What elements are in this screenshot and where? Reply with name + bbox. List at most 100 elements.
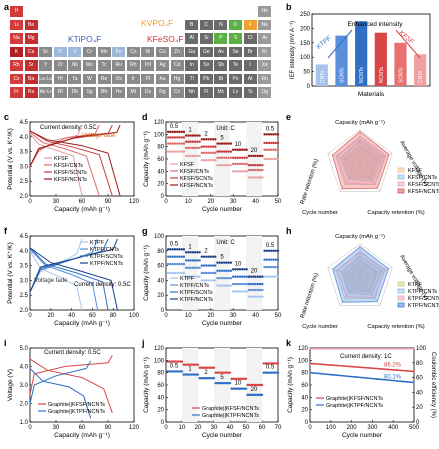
ce-point bbox=[398, 347, 401, 350]
y-tick-label: 3.5 bbox=[20, 264, 29, 270]
ce-point bbox=[383, 347, 386, 350]
element-cell: Rf bbox=[53, 87, 67, 98]
legend-label: KFSF/NCNTs bbox=[180, 183, 213, 189]
panel-label-g: g bbox=[142, 226, 148, 236]
data-point bbox=[191, 146, 195, 150]
data-point bbox=[193, 266, 197, 270]
data-point bbox=[214, 279, 217, 282]
data-point bbox=[198, 266, 201, 270]
radar-axis-label: Capacity (mAh g⁻¹) bbox=[335, 234, 385, 240]
ce-point bbox=[332, 347, 335, 350]
panel-label-k: k bbox=[286, 338, 292, 348]
data-point bbox=[232, 282, 235, 286]
y-tick-label: 4.0 bbox=[20, 135, 29, 141]
element-cell: In bbox=[185, 60, 199, 71]
data-point bbox=[234, 162, 237, 166]
x-tick-label: 20 bbox=[207, 199, 214, 205]
element-cell: Fr bbox=[10, 87, 23, 98]
data-point bbox=[232, 156, 235, 159]
y-tick-label: 60 bbox=[301, 383, 308, 389]
discharge-curve bbox=[29, 250, 83, 311]
data-point bbox=[176, 130, 179, 134]
data-point bbox=[263, 141, 266, 145]
legend-label: Graphite||KFSF/NCNTs bbox=[202, 406, 259, 412]
data-point bbox=[263, 249, 266, 252]
data-point bbox=[180, 130, 183, 134]
data-point bbox=[218, 284, 221, 287]
data-point bbox=[270, 275, 273, 278]
x-tick-label: 40 bbox=[252, 313, 259, 319]
data-point bbox=[187, 266, 190, 270]
rate-label: 1 bbox=[188, 367, 192, 373]
data-point bbox=[256, 154, 260, 158]
ce-point bbox=[400, 347, 403, 350]
data-point bbox=[196, 146, 199, 150]
element-cell: Cl bbox=[243, 33, 257, 44]
data-point bbox=[240, 290, 244, 293]
legend-swatch bbox=[397, 288, 405, 294]
unit-label: Unit: C bbox=[216, 126, 235, 132]
data-point bbox=[207, 279, 210, 282]
y-tick-label: 0 bbox=[161, 308, 165, 314]
data-point bbox=[202, 271, 206, 275]
data-point bbox=[180, 262, 183, 266]
data-point bbox=[180, 150, 183, 153]
data-point bbox=[196, 275, 199, 278]
radar-grid bbox=[335, 138, 385, 185]
x-axis-label: Capacity (mAh g⁻¹) bbox=[54, 432, 110, 439]
data-point bbox=[184, 134, 188, 137]
rate-band bbox=[182, 348, 198, 422]
data-point bbox=[212, 366, 216, 369]
rate-label: 20 bbox=[251, 148, 258, 154]
bar bbox=[335, 35, 348, 86]
data-point bbox=[254, 282, 257, 286]
data-point bbox=[265, 249, 268, 252]
y-tick-label: 60 bbox=[157, 383, 164, 389]
ce-point bbox=[345, 347, 348, 350]
annotation-retention-ktpf: 80.1% bbox=[384, 374, 402, 380]
data-point bbox=[176, 150, 179, 153]
data-point bbox=[252, 154, 255, 158]
y-tick-label: 40 bbox=[157, 395, 164, 401]
data-point bbox=[207, 271, 210, 275]
rate-label: 10 bbox=[235, 261, 242, 267]
element-cell: La-Lu bbox=[39, 73, 53, 84]
data-point bbox=[247, 176, 251, 179]
data-point bbox=[211, 145, 215, 148]
element-cell: Mg bbox=[24, 33, 38, 44]
legend-label: KFSF/SCNTs bbox=[408, 182, 439, 188]
bar-label: SCNTs bbox=[340, 67, 346, 83]
y-tick-label: 20 bbox=[157, 293, 164, 299]
element-cell: Cd bbox=[170, 60, 184, 71]
rate-label: 2 bbox=[204, 249, 208, 255]
legend-swatch bbox=[397, 167, 405, 173]
data-point bbox=[272, 141, 275, 145]
data-point bbox=[180, 136, 183, 139]
data-point bbox=[274, 275, 277, 278]
data-point bbox=[234, 156, 237, 159]
radar-axis-label: Rate retention (%) bbox=[300, 272, 320, 319]
data-point bbox=[270, 157, 273, 161]
element-cell: N bbox=[214, 19, 228, 30]
data-point bbox=[229, 284, 233, 287]
legend-label: Graphite||KFSF/NCNTs bbox=[48, 402, 105, 408]
ce-point bbox=[354, 347, 356, 350]
data-point bbox=[265, 133, 268, 136]
data-point bbox=[196, 154, 199, 158]
element-cell: P bbox=[214, 33, 228, 44]
data-point bbox=[236, 275, 239, 278]
ce-point bbox=[376, 347, 379, 350]
data-point bbox=[234, 268, 237, 271]
legend-swatch bbox=[397, 188, 405, 194]
data-point bbox=[261, 176, 264, 179]
legend-swatch bbox=[397, 281, 405, 287]
data-point bbox=[254, 176, 257, 179]
panel-label-c: c bbox=[4, 112, 10, 122]
element-cell: Ds bbox=[141, 87, 155, 98]
ce-point bbox=[341, 347, 344, 350]
radar-series bbox=[336, 135, 387, 186]
legend-label: KFSF/NCNTs bbox=[54, 177, 87, 183]
data-point bbox=[196, 259, 199, 262]
rate-label: 0.5 bbox=[266, 126, 275, 132]
